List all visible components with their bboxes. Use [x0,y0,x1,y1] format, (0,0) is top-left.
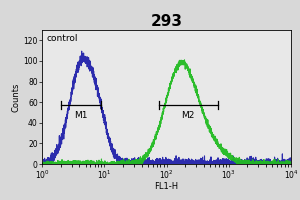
Y-axis label: Counts: Counts [12,82,21,112]
Text: M1: M1 [74,111,88,120]
X-axis label: FL1-H: FL1-H [154,182,178,191]
Text: M2: M2 [182,111,195,120]
Title: 293: 293 [151,14,182,29]
Text: control: control [47,34,79,43]
